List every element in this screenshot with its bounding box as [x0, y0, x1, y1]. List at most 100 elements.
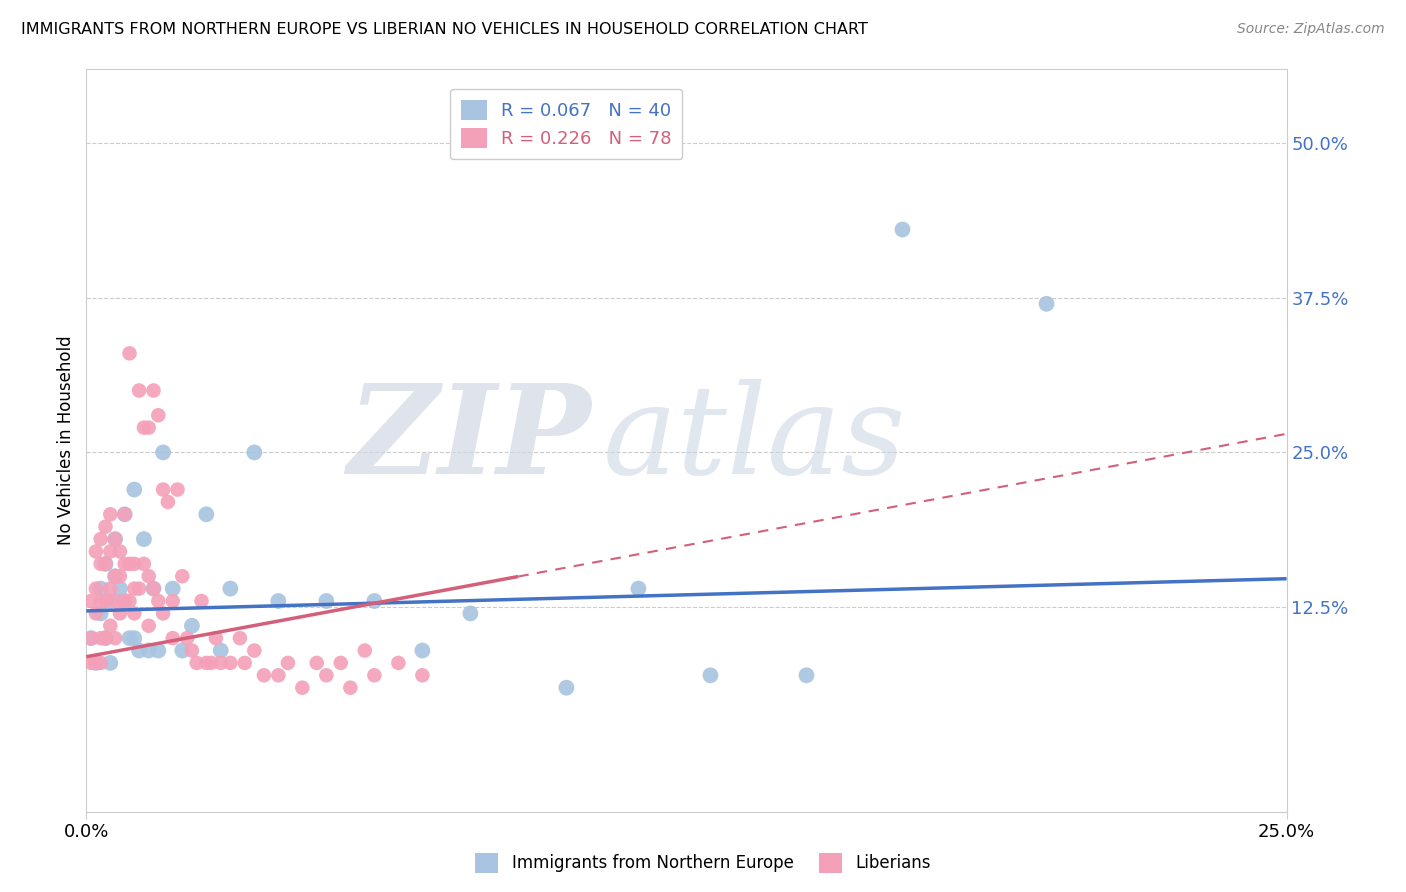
Point	[138, 569, 160, 583]
Point	[118, 594, 141, 608]
Point	[124, 631, 146, 645]
Point	[460, 607, 482, 621]
Point	[104, 569, 127, 583]
Point	[148, 594, 170, 608]
Point	[138, 619, 160, 633]
Point	[200, 656, 222, 670]
Point	[142, 384, 165, 398]
Point	[180, 643, 202, 657]
Point	[124, 557, 146, 571]
Point	[90, 582, 112, 596]
Point	[315, 594, 337, 608]
Point	[180, 619, 202, 633]
Point	[219, 656, 242, 670]
Point	[162, 582, 184, 596]
Point	[156, 495, 179, 509]
Point	[891, 222, 914, 236]
Point	[90, 656, 112, 670]
Point	[233, 656, 256, 670]
Point	[148, 409, 170, 423]
Point	[387, 656, 409, 670]
Point	[186, 656, 208, 670]
Point	[1035, 297, 1057, 311]
Point	[229, 631, 252, 645]
Point	[209, 643, 232, 657]
Point	[555, 681, 578, 695]
Point	[108, 582, 131, 596]
Point	[114, 557, 136, 571]
Point	[138, 420, 160, 434]
Point	[353, 643, 375, 657]
Point	[124, 582, 146, 596]
Point	[98, 508, 121, 522]
Point	[411, 668, 433, 682]
Point	[172, 569, 194, 583]
Point	[128, 384, 150, 398]
Point	[243, 643, 266, 657]
Point	[172, 643, 194, 657]
Point	[148, 643, 170, 657]
Point	[84, 656, 107, 670]
Point	[104, 569, 127, 583]
Point	[190, 594, 212, 608]
Point	[108, 544, 131, 558]
Point	[80, 631, 103, 645]
Point	[94, 557, 117, 571]
Point	[277, 656, 299, 670]
Point	[108, 569, 131, 583]
Point	[329, 656, 352, 670]
Point	[84, 656, 107, 670]
Point	[90, 594, 112, 608]
Point	[94, 594, 117, 608]
Point	[142, 582, 165, 596]
Point	[291, 681, 314, 695]
Point	[267, 594, 290, 608]
Point	[128, 643, 150, 657]
Point	[363, 594, 385, 608]
Text: atlas: atlas	[602, 379, 905, 500]
Point	[80, 631, 103, 645]
Point	[90, 607, 112, 621]
Text: Source: ZipAtlas.com: Source: ZipAtlas.com	[1237, 22, 1385, 37]
Point	[176, 631, 198, 645]
Point	[80, 594, 103, 608]
Point	[94, 631, 117, 645]
Point	[305, 656, 328, 670]
Point	[114, 508, 136, 522]
Point	[98, 594, 121, 608]
Point	[166, 483, 188, 497]
Text: ZIP: ZIP	[347, 379, 591, 500]
Point	[98, 582, 121, 596]
Point	[339, 681, 361, 695]
Point	[114, 594, 136, 608]
Point	[132, 557, 155, 571]
Point	[142, 582, 165, 596]
Point	[84, 544, 107, 558]
Point	[411, 643, 433, 657]
Point	[195, 656, 218, 670]
Point	[195, 508, 218, 522]
Point	[138, 643, 160, 657]
Point	[152, 445, 174, 459]
Point	[118, 631, 141, 645]
Point	[132, 420, 155, 434]
Text: IMMIGRANTS FROM NORTHERN EUROPE VS LIBERIAN NO VEHICLES IN HOUSEHOLD CORRELATION: IMMIGRANTS FROM NORTHERN EUROPE VS LIBER…	[21, 22, 868, 37]
Legend: Immigrants from Northern Europe, Liberians: Immigrants from Northern Europe, Liberia…	[468, 847, 938, 880]
Point	[94, 519, 117, 533]
Point	[132, 532, 155, 546]
Point	[94, 631, 117, 645]
Point	[94, 557, 117, 571]
Point	[108, 607, 131, 621]
Point	[80, 656, 103, 670]
Point	[114, 594, 136, 608]
Point	[84, 607, 107, 621]
Point	[699, 668, 721, 682]
Point	[118, 346, 141, 360]
Point	[104, 532, 127, 546]
Point	[90, 631, 112, 645]
Point	[90, 532, 112, 546]
Point	[796, 668, 818, 682]
Point	[98, 544, 121, 558]
Point	[114, 508, 136, 522]
Y-axis label: No Vehicles in Household: No Vehicles in Household	[58, 335, 75, 545]
